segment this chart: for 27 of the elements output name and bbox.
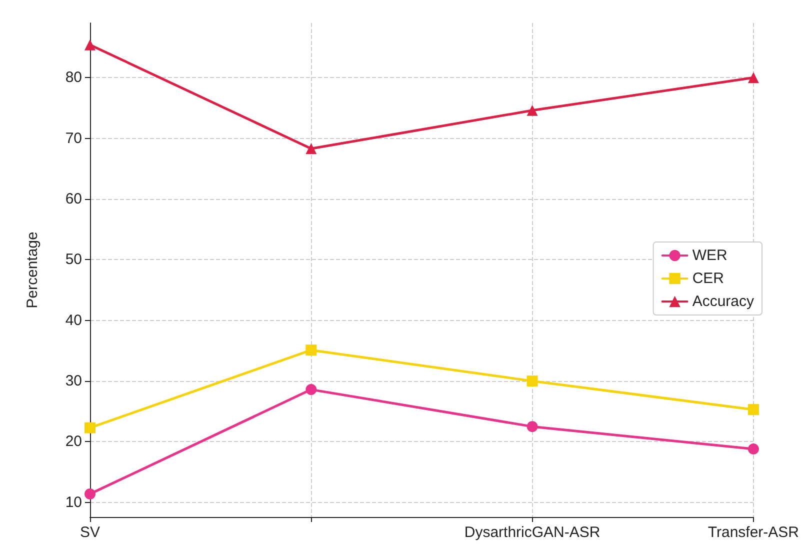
x-tick-label: DysarthricGAN-ASR [464, 524, 600, 541]
y-tick-label: 70 [65, 130, 82, 147]
y-tick-label: 80 [65, 69, 82, 86]
point [526, 104, 538, 116]
point [526, 421, 538, 432]
legend-label: Accuracy [692, 293, 754, 310]
y-tick-label: 10 [65, 494, 82, 511]
point [84, 488, 96, 500]
y-axis-title: Percentage [24, 232, 41, 308]
point [306, 344, 317, 356]
point [748, 444, 759, 455]
y-tick-label: 30 [65, 372, 82, 390]
point [748, 72, 759, 84]
point [748, 404, 759, 416]
point [306, 384, 317, 396]
y-tick-label: 60 [65, 190, 82, 208]
y-tick-label: 40 [65, 312, 82, 329]
legend-label: CER [692, 270, 724, 287]
y-tick-label: 50 [65, 251, 82, 268]
x-tick-label: SV [80, 524, 100, 541]
legend-label: WER [692, 247, 728, 264]
point [306, 143, 317, 154]
point [526, 376, 538, 387]
point [84, 39, 96, 50]
y-tick-label: 20 [65, 433, 82, 450]
point [84, 422, 96, 434]
x-tick-label: Transfer-ASR [708, 524, 800, 541]
